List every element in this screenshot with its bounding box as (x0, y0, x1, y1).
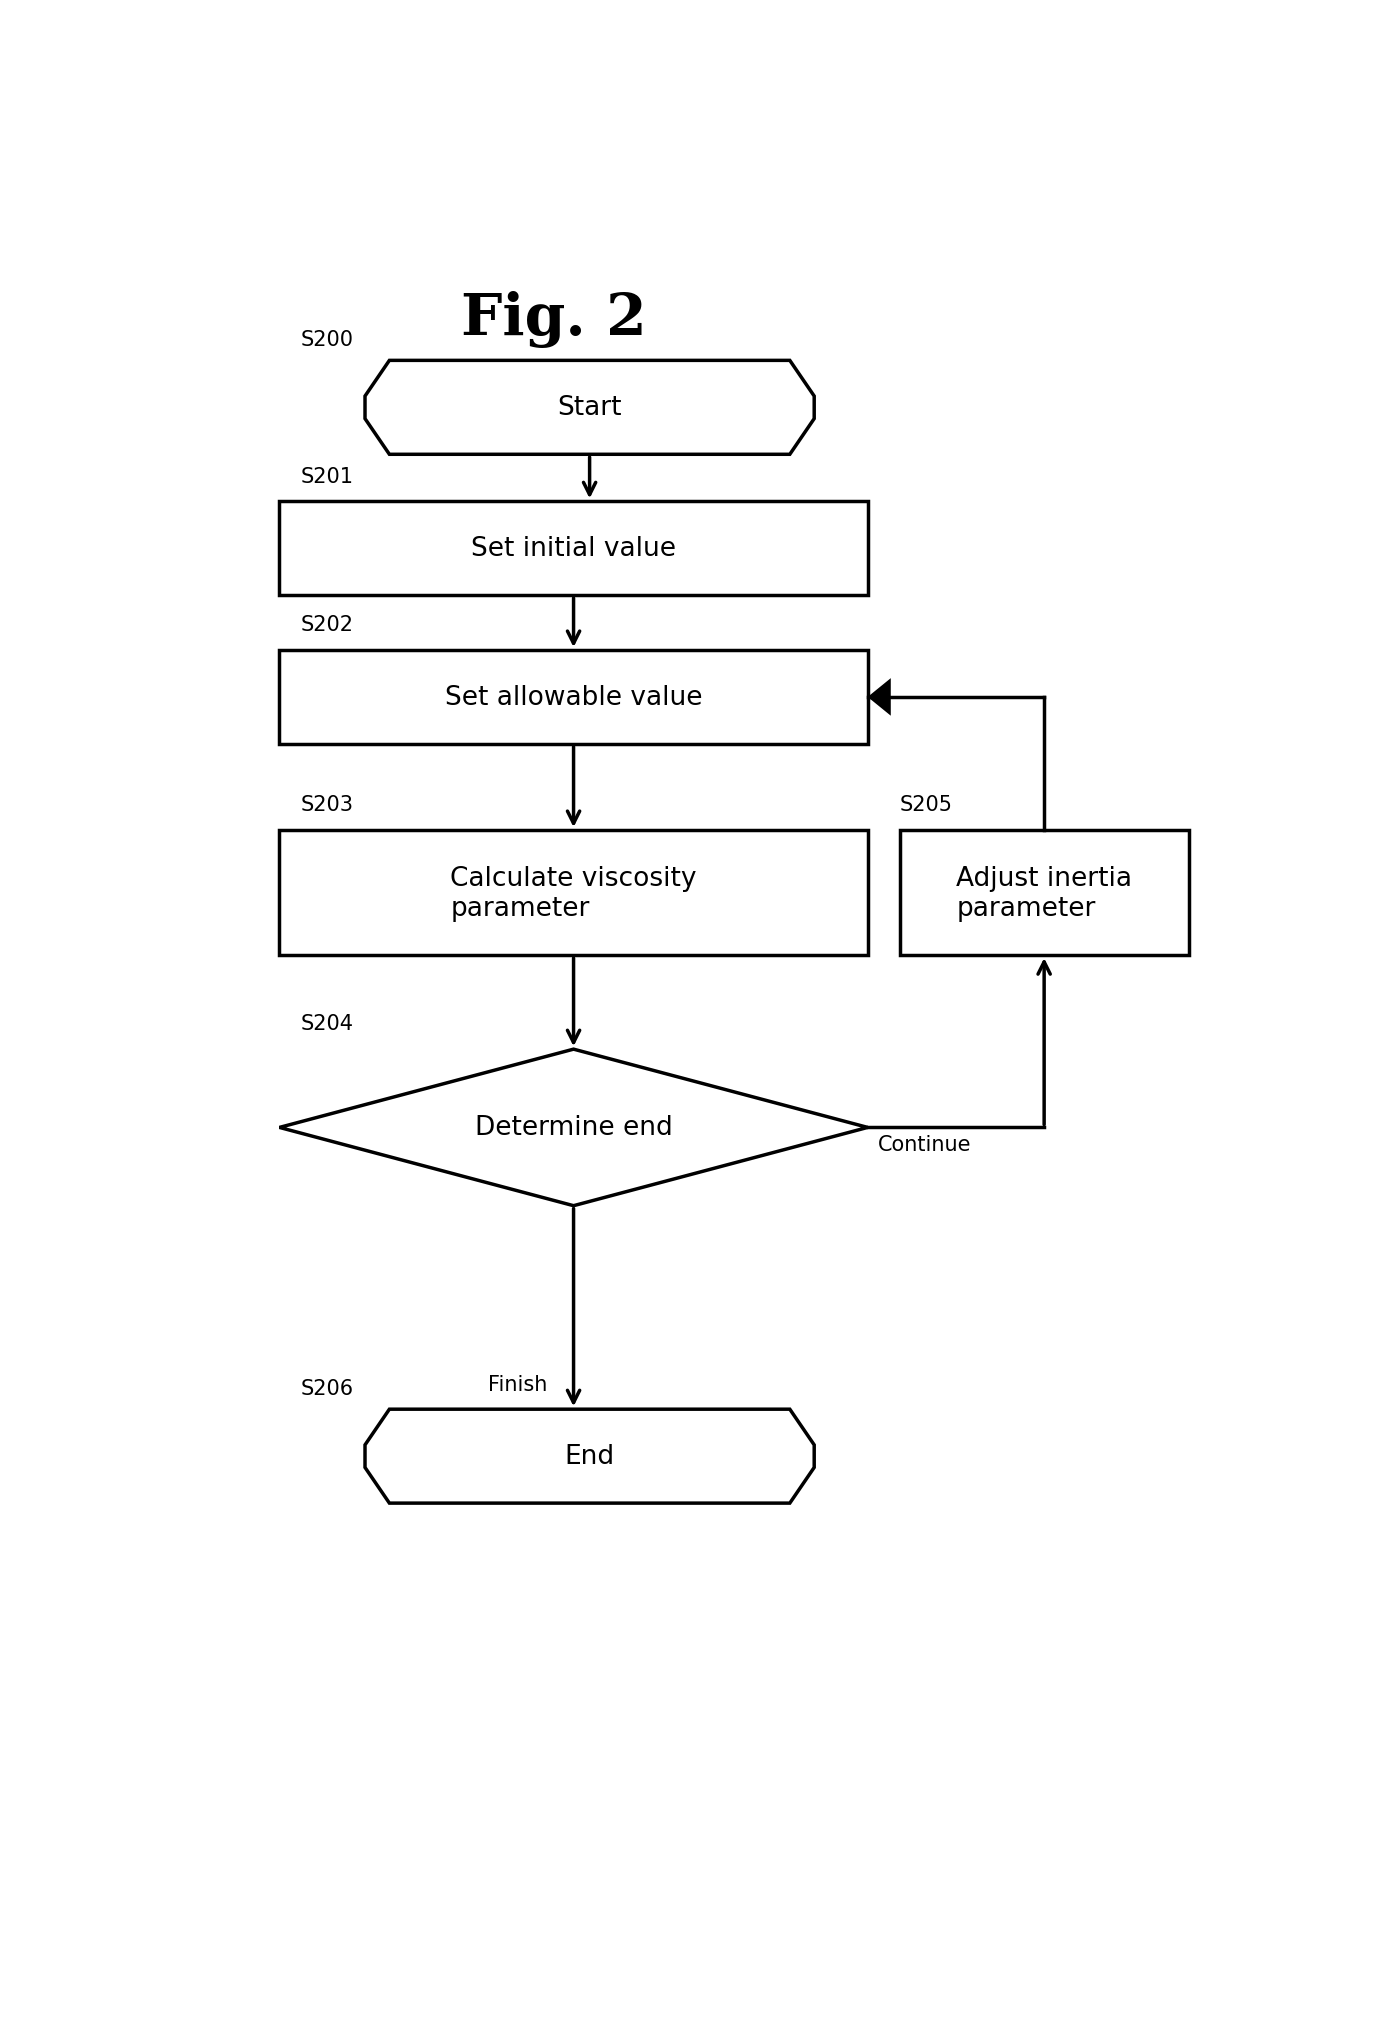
Text: S202: S202 (301, 616, 353, 634)
Text: S201: S201 (301, 467, 353, 486)
Text: Continue: Continue (879, 1134, 972, 1154)
Text: S206: S206 (301, 1378, 353, 1398)
Text: Set initial value: Set initial value (471, 536, 676, 563)
Polygon shape (364, 1410, 814, 1504)
Bar (279, 502, 868, 595)
Text: Adjust inertia
parameter: Adjust inertia parameter (956, 866, 1132, 920)
Bar (279, 831, 868, 955)
Text: Start: Start (558, 394, 622, 421)
Text: S205: S205 (900, 795, 952, 815)
Text: Determine end: Determine end (475, 1116, 672, 1140)
Polygon shape (364, 362, 814, 455)
Text: S204: S204 (301, 1014, 353, 1034)
Bar (279, 650, 868, 744)
Text: End: End (564, 1443, 614, 1469)
Text: S200: S200 (301, 331, 353, 350)
Text: Set allowable value: Set allowable value (444, 685, 702, 711)
Text: S203: S203 (301, 795, 353, 815)
Text: Fig. 2: Fig. 2 (461, 291, 647, 347)
Polygon shape (279, 1051, 868, 1207)
Text: Calculate viscosity
parameter: Calculate viscosity parameter (450, 866, 697, 920)
Text: Finish: Finish (489, 1374, 548, 1394)
Bar (900, 831, 1188, 955)
Polygon shape (868, 679, 890, 717)
